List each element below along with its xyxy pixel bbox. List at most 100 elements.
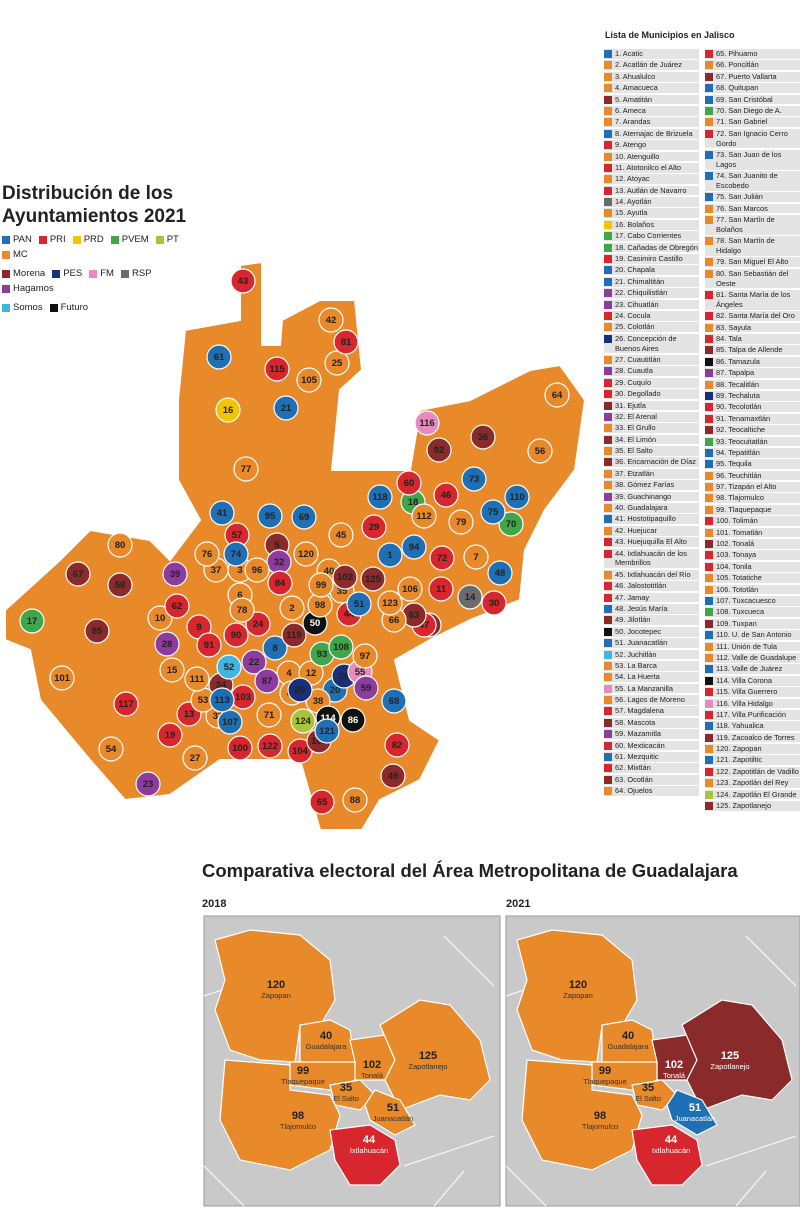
municipio-shape — [194, 541, 220, 567]
party-swatch — [604, 604, 612, 613]
municipio-shape — [157, 722, 183, 748]
municipio-number: 71 — [264, 710, 275, 721]
municipio-name: 6. Ameca — [615, 105, 646, 115]
party-swatch — [705, 767, 713, 776]
list-item: 105. Totatiche — [705, 573, 800, 583]
municipio-shape — [244, 557, 270, 583]
municipio-name: 97. Tizapán el Alto — [716, 482, 777, 492]
area-name: Zapopan — [563, 991, 593, 1000]
metro-title: Comparativa electoral del Área Metropoli… — [202, 860, 738, 881]
municipio-name: 125. Zapotlanejo — [716, 801, 772, 811]
list-item: 28. Cuautla — [604, 366, 699, 377]
municipio-shape — [215, 397, 241, 423]
party-swatch — [705, 369, 713, 378]
legend: PAN PRI PRD PVEM PT MC Morena PES FM RSP Hagamos So… — [2, 234, 198, 313]
party-swatch — [604, 118, 612, 127]
municipio-shape — [135, 771, 161, 797]
list-item: 83. Sayula — [705, 322, 800, 333]
boundary-line — [705, 1135, 797, 1167]
municipio-name: 61. Mezquitic — [615, 752, 659, 762]
metro-area — [666, 1089, 718, 1136]
area-name: Tonalá — [361, 1071, 384, 1080]
list-item: 21. Chimaltitán — [604, 276, 699, 287]
municipio-number: 125 — [365, 574, 382, 585]
legend-swatch — [2, 269, 10, 278]
area-name: Zapotlanejo — [710, 1062, 749, 1071]
list-item: 91. Tenamaxtlán — [705, 413, 800, 424]
party-swatch — [705, 733, 713, 742]
municipio-name: 90. Tecolotlán — [716, 402, 762, 412]
municipio-name: 21. Chimaltitán — [615, 276, 665, 286]
list-item: 20. Chapala — [604, 265, 699, 276]
list-item: 95. Tequila — [705, 459, 800, 470]
municipio-number: 27 — [190, 753, 201, 764]
legend-swatch — [38, 235, 47, 244]
year-label: 2018 — [202, 898, 227, 910]
municipio-number: 106 — [402, 584, 418, 595]
municipio-number: 14 — [465, 592, 476, 603]
party-swatch — [604, 593, 612, 602]
municipio-name: 14. Ayotlán — [615, 197, 652, 207]
municipio-name: 122. Zapotitlán de Vadillo — [716, 766, 799, 776]
municipio-name: 83. Sayula — [716, 322, 751, 332]
area-name: Guadalajara — [608, 1042, 650, 1051]
list-item: 60. Mexticacán — [604, 740, 699, 751]
list-item: 93. Teocuitatlán — [705, 436, 800, 447]
municipio-name: 113. Valle de Juárez — [716, 664, 783, 674]
municipio-number: 82 — [392, 740, 403, 751]
municipio-name: 12. Atoyac — [615, 174, 650, 184]
municipio-number: 105 — [301, 375, 318, 386]
municipio-name: 39. Guachinango — [615, 491, 672, 501]
area-name: Tlaquepaque — [281, 1077, 325, 1086]
party-swatch — [604, 401, 612, 410]
area-number: 40 — [622, 1030, 634, 1042]
municipio-name: 94. Tepatitlán — [716, 447, 760, 457]
municipio-number: 26 — [339, 671, 350, 682]
legend-label: Futuro — [60, 302, 89, 313]
party-swatch — [604, 84, 612, 93]
municipio-number: 94 — [409, 542, 420, 553]
party-swatch — [705, 72, 713, 81]
municipio-name: 24. Cocula — [615, 310, 651, 320]
municipio-shape — [216, 654, 242, 680]
municipio-name: 76. San Marcos — [716, 203, 768, 213]
municipio-name: 43. Huejuquilla El Alto — [615, 537, 687, 547]
municipio-shape — [241, 649, 267, 675]
municipio-name: 85. Talpa de Allende — [716, 345, 783, 355]
municipio-shape — [107, 572, 133, 598]
legend-label: FM — [100, 268, 114, 279]
municipalities: 1234567891011121314151617181920212223242… — [19, 268, 570, 815]
municipio-number: 121 — [319, 726, 336, 737]
list-item: 82. Santa María del Oro — [705, 311, 800, 322]
municipio-number: 97 — [360, 651, 371, 662]
municipio-name: 35. El Salto — [615, 446, 653, 456]
party-swatch — [604, 300, 612, 309]
area-number: 102 — [665, 1059, 683, 1071]
party-swatch — [705, 172, 713, 181]
municipio-shape — [480, 499, 506, 525]
list-item: 56. Lagos de Moreno — [604, 695, 699, 705]
list-item: 40. Guadalajara — [604, 503, 699, 513]
list-item: 90. Tecolotlán — [705, 402, 800, 413]
list-item: 114. Villa Corona — [705, 675, 800, 686]
municipio-name: 7. Arandas — [615, 117, 651, 127]
party-swatch — [604, 232, 612, 241]
list-item: 29. Cuquío — [604, 377, 699, 388]
municipio-number: 79 — [456, 517, 467, 528]
party-swatch — [705, 258, 713, 267]
party-swatch — [705, 745, 713, 754]
municipio-number: 116 — [419, 418, 434, 429]
municipio-shape — [353, 675, 379, 701]
municipio-number: 2 — [289, 603, 294, 614]
legend-item: Morena — [2, 268, 45, 279]
list-item: 59. Mazamitla — [604, 729, 699, 740]
municipio-name: 75. San Julián — [716, 192, 763, 202]
municipio-number: 86 — [348, 715, 359, 726]
municipio-name: 44. Ixtlahuacán de los Membrillos — [615, 548, 687, 568]
municipio-number: 124 — [295, 716, 312, 727]
list-item: 11. Atotonilco el Alto — [604, 162, 699, 173]
list-item: 86. Tamazula — [705, 356, 800, 367]
metro-area — [681, 999, 793, 1111]
boundary-line — [203, 1165, 245, 1207]
municipio-name: 66. Poncitlán — [716, 60, 759, 70]
